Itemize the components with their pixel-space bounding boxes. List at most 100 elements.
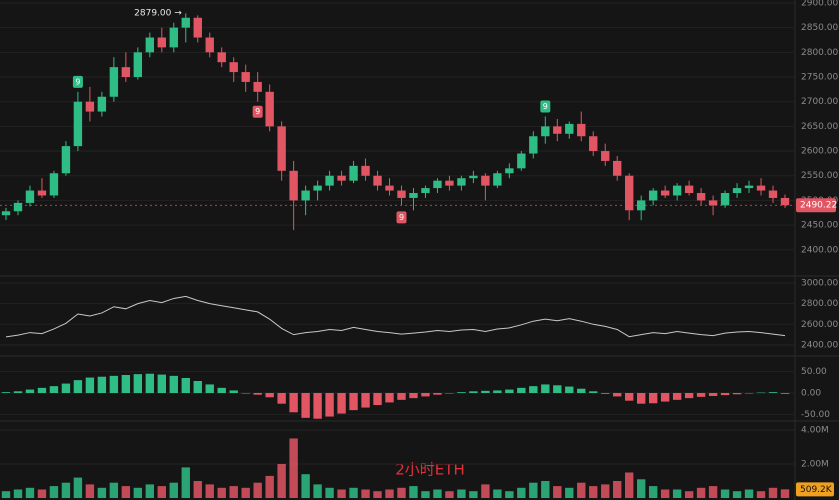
candle-body [325,175,334,186]
volume-bar [433,489,442,498]
candle-body [529,136,538,154]
macd-bar [349,393,358,411]
last-volume-label: 509.2K [800,485,833,495]
macd-bar [217,387,226,393]
candle-body [181,17,190,28]
volume-bar [517,487,526,498]
volume-bar [601,484,610,498]
volume-bar [613,480,622,498]
macd-bar [433,393,442,395]
macd-bar [553,385,562,393]
macd-bar [565,386,574,393]
macd-bar [109,375,119,393]
volume-bar [648,486,658,498]
volume-bar [145,484,155,498]
macd-bar [613,393,622,397]
macd-bar [636,393,646,404]
macd-bar [85,377,95,393]
y-tick-label: 2600.00 [801,147,838,157]
macd-bar [61,383,71,393]
candle-body [337,175,346,181]
volume-bar [577,482,586,498]
volume-bar [157,486,166,498]
volume-bar [181,467,190,498]
volume-bar [25,487,35,498]
y-tick-label: 2650.00 [801,122,838,132]
macd-bar [229,390,238,393]
volume-bar [589,486,598,498]
candle-body [445,180,454,186]
volume-bar [505,491,514,498]
candle-body [696,193,706,201]
candle-body [301,190,310,201]
candle-body [1,211,11,216]
candle-body [157,37,166,48]
macd-bar [756,392,766,394]
candle-body [505,168,514,174]
macd-bar [445,393,454,394]
candle-body [241,72,250,82]
candle-body [625,175,634,211]
macd-bar [361,393,370,408]
macd-bar [589,391,598,393]
volume-bar [325,487,334,498]
volume-bar [361,489,370,498]
watermark-title: 2小时ETH [395,461,464,479]
volume-bar [349,487,358,498]
macd-bar [157,374,166,393]
volume-bar [565,487,574,498]
macd-bar [660,393,670,402]
macd-bar [181,378,190,393]
macd-bar [277,393,286,404]
macd-bar [708,393,718,396]
volume-bar [421,491,430,498]
y-tick-label: 50.00 [801,367,827,377]
volume-bar [445,491,454,498]
volume-bar [684,491,694,498]
volume-bar [409,486,418,498]
macd-bar [732,393,742,395]
candle-body [265,91,274,127]
macd-bar [325,393,334,417]
volume-bar [289,438,298,498]
macd-bar [421,393,430,397]
candle-body [205,37,214,53]
volume-bar [780,489,790,498]
candle-body [349,165,358,181]
candle-body [553,126,562,134]
volume-bar [229,486,238,498]
candle-body [577,123,586,137]
last-price-box [796,198,836,213]
volume-bar [457,489,466,498]
volume-bar [97,487,107,498]
volume-bar [241,487,250,498]
candle-body [756,185,766,191]
volume-bar [708,486,718,498]
macd-bar [672,393,682,400]
volume-bar [756,491,766,498]
candle-body [229,62,238,73]
candle-body [97,96,107,112]
macd-bar [493,390,502,393]
candle-body [565,123,574,134]
candle-body [613,160,622,176]
volume-bar [672,489,682,498]
y-tick-label: 2400.00 [801,245,838,255]
macd-bar [409,393,418,399]
volume-bar [121,486,131,498]
candle-body [457,178,466,186]
y-tick-label: 2700.00 [801,97,838,107]
macd-bar [768,392,778,393]
candle-body [49,173,59,196]
volume-bar [265,475,274,498]
candle-body [109,67,119,97]
macd-bar [385,393,394,403]
volume-bar [373,491,382,498]
candle-body [133,52,143,78]
candle-body [708,200,718,206]
y-tick-label: 2550.00 [801,171,838,181]
macd-bar [37,387,47,393]
macd-bar [577,388,586,393]
